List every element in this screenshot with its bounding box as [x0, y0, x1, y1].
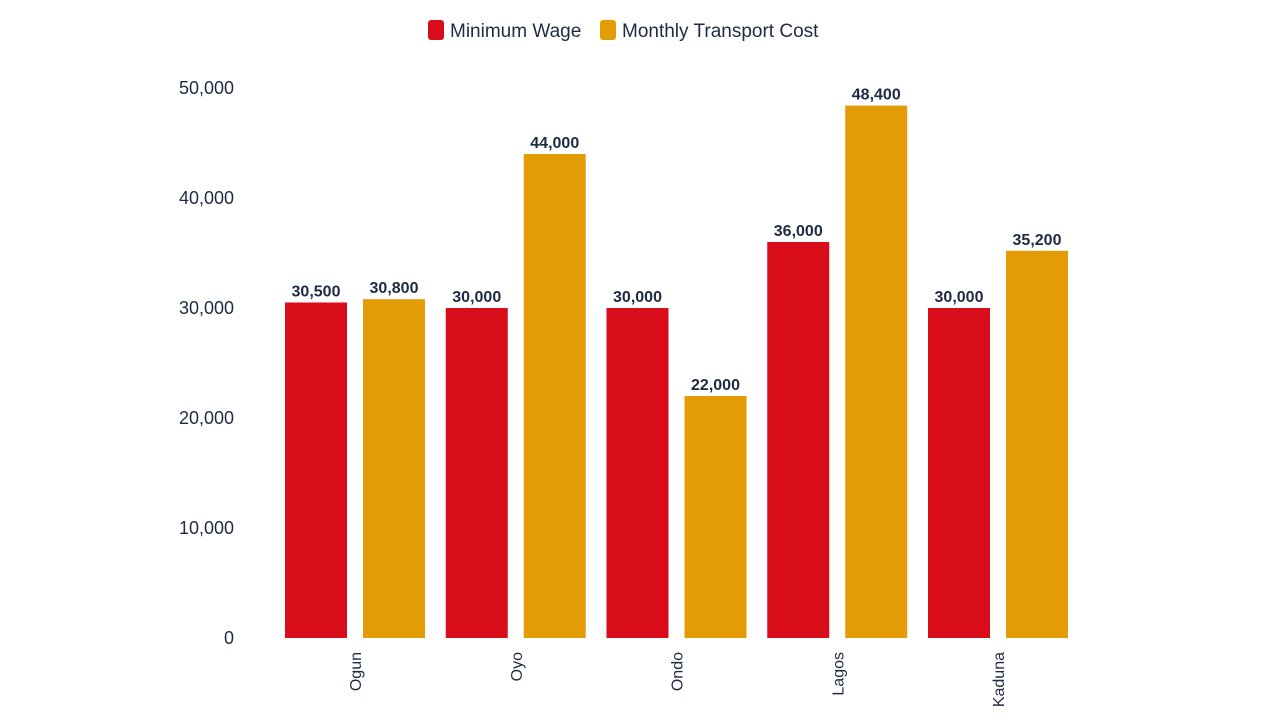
x-tick-label: Lagos — [830, 652, 847, 696]
bar — [523, 154, 586, 638]
data-label: 44,000 — [530, 135, 579, 152]
y-tick-label: 20,000 — [179, 408, 234, 428]
bar — [363, 299, 425, 638]
x-tick-label: Ogun — [348, 652, 365, 691]
legend-swatch — [428, 20, 444, 40]
data-label: 30,000 — [452, 289, 501, 306]
bar — [1006, 250, 1068, 639]
y-tick-label: 40,000 — [179, 188, 234, 208]
bar — [928, 308, 990, 638]
bar — [606, 308, 669, 638]
data-label: 30,800 — [370, 280, 419, 297]
data-labels: 30,500 30,800 30,000 44,000 30,000 22,000 36,0… — [292, 87, 1062, 394]
x-axis: Ogun Oyo Ondo Lagos Kaduna — [348, 652, 1008, 707]
legend: Minimum Wage Monthly Transport Cost — [428, 20, 819, 42]
data-label: 22,000 — [691, 377, 740, 394]
data-label: 30,000 — [613, 289, 662, 306]
legend-label: Monthly Transport Cost — [622, 21, 819, 42]
data-label: 48,400 — [852, 87, 901, 104]
bar — [285, 302, 347, 638]
bar — [684, 396, 747, 638]
data-label: 35,200 — [1013, 232, 1062, 249]
bar — [845, 105, 908, 639]
legend-label: Minimum Wage — [450, 21, 581, 42]
y-tick-label: 0 — [224, 628, 234, 648]
x-tick-label: Oyo — [509, 652, 526, 681]
y-tick-label: 30,000 — [179, 298, 234, 318]
legend-swatch — [600, 20, 616, 40]
y-tick-label: 50,000 — [179, 78, 234, 98]
data-label: 30,000 — [935, 289, 984, 306]
y-axis: 0 10,000 20,000 30,000 40,000 50,000 — [179, 78, 234, 648]
bars — [285, 105, 1068, 639]
bar — [445, 308, 508, 638]
bar — [767, 242, 830, 638]
x-tick-label: Ondo — [670, 652, 687, 691]
data-label: 36,000 — [774, 223, 823, 240]
data-label: 30,500 — [292, 284, 341, 301]
y-tick-label: 10,000 — [179, 518, 234, 538]
x-tick-label: Kaduna — [991, 652, 1008, 707]
